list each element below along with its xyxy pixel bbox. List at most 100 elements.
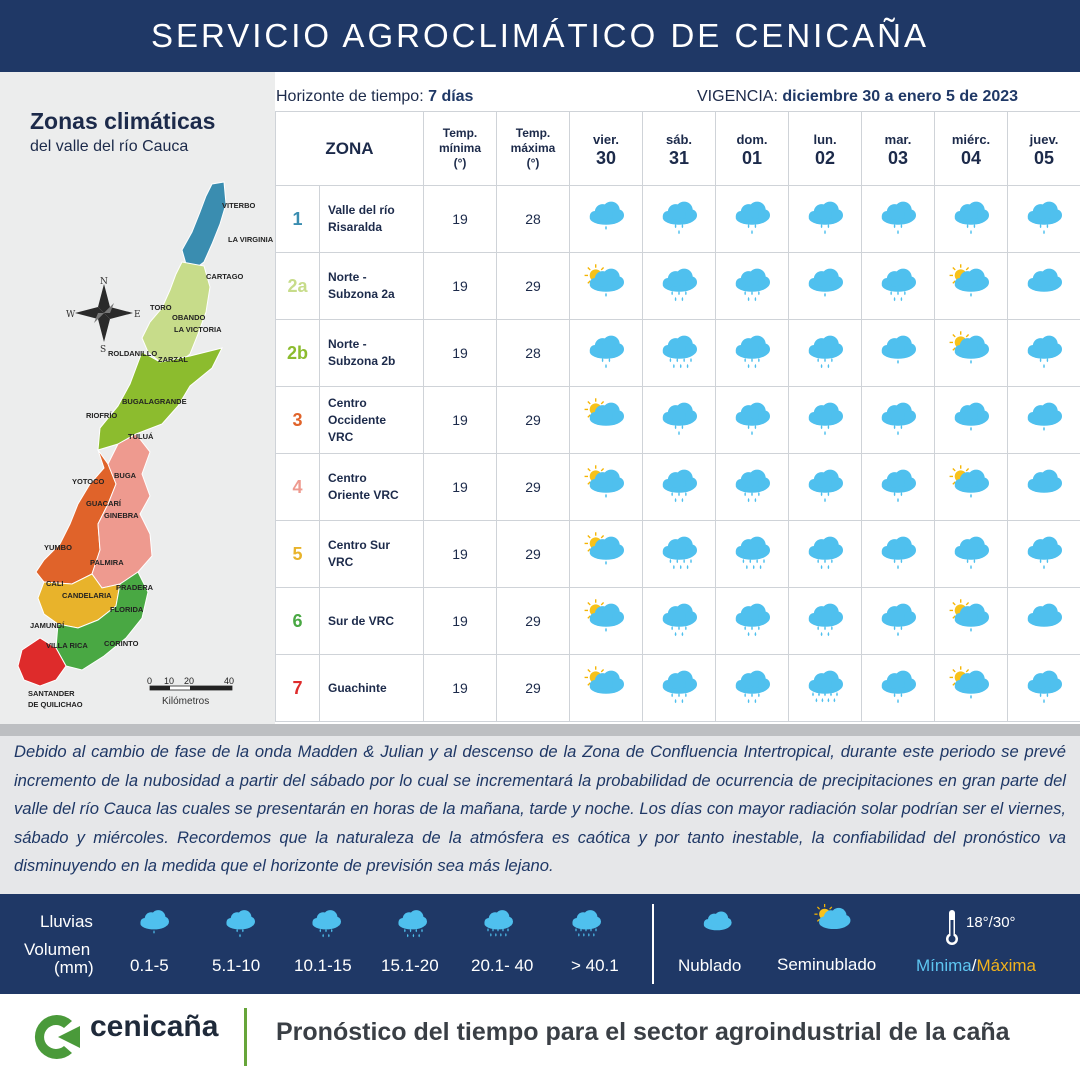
zone-name-line: Norte - [328, 337, 367, 351]
partly-cloudy-rain-icon [582, 531, 630, 577]
brand-name: cenicaña [90, 1010, 219, 1043]
rain-volume-icon [306, 906, 346, 945]
footer-divider [244, 1008, 247, 1066]
partly-cloudy-rain-icon [582, 665, 630, 711]
zone-number: 2b [275, 319, 320, 387]
partly-cloudy-rain-icon [947, 464, 995, 510]
forecast-cell [788, 319, 863, 387]
zone-tmax: 28 [496, 185, 571, 253]
rain-cloud-icon [874, 532, 922, 577]
zone-name: Guachinte [318, 654, 425, 722]
zone-name-line: VRC [328, 429, 354, 444]
legend-partly: Seminublado [777, 955, 877, 974]
forecast-cell [642, 587, 717, 655]
legend-rain-label: Lluvias [40, 912, 93, 931]
place-label: YUMBO [44, 543, 72, 552]
day-number: 02 [815, 147, 836, 168]
rain-cloud-icon [947, 398, 995, 443]
forecast-cell [642, 520, 717, 588]
rain-cloud-icon [582, 331, 630, 376]
scale-tick: 40 [224, 676, 234, 686]
forecast-cell [788, 587, 863, 655]
zone-name-line: Risaralda [328, 220, 383, 234]
forecast-cell [1007, 453, 1080, 521]
partly-cloudy-rain-icon [947, 598, 995, 644]
forecast-cell [1007, 386, 1080, 454]
rain-cloud-icon [582, 197, 630, 242]
zone-number: 3 [275, 386, 320, 454]
forecast-cell [788, 252, 863, 320]
page-header: SERVICIO AGROCLIMÁTICO DE CENICAÑA [0, 0, 1080, 72]
forecast-cell [569, 252, 644, 320]
legend-temp-example: 18°/30° [966, 914, 1016, 931]
horizon-line: Horizonte de tiempo: 7 días [276, 88, 473, 110]
tmin-header-line: mínima [439, 141, 482, 155]
day-number: 31 [669, 147, 690, 168]
tmax-header-line: máxima [510, 141, 556, 155]
rain-cloud-icon [874, 599, 922, 644]
forecast-cell [642, 319, 717, 387]
rain-cloud-icon [874, 197, 922, 242]
footer-title: Pronóstico del tiempo para el sector agr… [276, 1018, 1010, 1046]
zone-tmax: 29 [496, 654, 571, 722]
place-label: LA VICTORIA [174, 325, 222, 334]
place-label: ZARZAL [158, 355, 188, 364]
rain-volume-icon [566, 906, 606, 945]
zone-name-line: Valle del río [328, 203, 395, 217]
rain-cloud-icon [655, 197, 703, 242]
zone-tmax: 29 [496, 386, 571, 454]
table-row: 2b Norte - Subzona 2b 19 28 [275, 319, 1080, 387]
place-label: JAMUNDÍ [30, 621, 65, 630]
day-name: dom. [736, 131, 768, 147]
rain-cloud-icon [655, 599, 703, 644]
forecast-cell [642, 453, 717, 521]
day-name: lun. [813, 131, 837, 147]
rain-cloud-icon [801, 264, 849, 309]
table-row: 7 Guachinte 19 29 [275, 654, 1080, 722]
forecast-cell [1007, 185, 1080, 253]
forecast-cell [934, 185, 1009, 253]
compass-e: E [134, 310, 141, 320]
day-header: vier. 30 [569, 111, 644, 186]
partly-cloudy-rain-icon [582, 263, 630, 309]
zone-tmax: 28 [496, 319, 571, 387]
day-number: 04 [961, 147, 982, 168]
table-row: 6 Sur de VRC 19 29 [275, 587, 1080, 655]
zone-name-line: Guachinte [328, 680, 387, 695]
forecast-cell [715, 654, 790, 722]
forecast-cell [715, 520, 790, 588]
zone-name-line: Norte - [328, 270, 367, 284]
forecast-cell [861, 587, 936, 655]
place-label: VILLA RICA [46, 641, 88, 650]
zone-name: Valle del río Risaralda [318, 185, 425, 253]
tmax-header: Temp. máxima (°) [496, 111, 571, 186]
table-row: 4 Centro Oriente VRC 19 29 [275, 453, 1080, 521]
zone-name: Centro Sur VRC [318, 520, 425, 588]
place-label: CORINTO [104, 639, 139, 648]
rain-volume-range: 10.1-15 [294, 956, 352, 975]
place-label: CARTAGO [206, 272, 244, 281]
rain-volume-range: 0.1-5 [130, 956, 169, 975]
footer: cenicaña Pronóstico del tiempo para el s… [0, 994, 1080, 1080]
legend-min: Mínima [916, 956, 972, 975]
day-number: 01 [742, 147, 763, 168]
place-label: VITERBO [222, 201, 256, 210]
forecast-cell [861, 654, 936, 722]
day-number: 05 [1034, 147, 1055, 168]
zone-name-line: Oriente VRC [328, 488, 399, 502]
zone-name-line: Sur de VRC [328, 613, 395, 628]
zone-tmin: 19 [423, 520, 498, 588]
tmax-header-line: Temp. [515, 126, 551, 140]
forecast-cell [861, 185, 936, 253]
rain-cloud-icon [728, 532, 776, 577]
forecast-cell [569, 587, 644, 655]
partly-cloudy-rain-icon [582, 464, 630, 510]
cloudy-icon [697, 908, 737, 945]
forecast-cell [1007, 520, 1080, 588]
legend-cloudy: Nublado [678, 956, 742, 975]
rain-volume-icon [134, 906, 174, 945]
day-header: mar. 03 [861, 111, 936, 186]
place-label: PALMIRA [90, 558, 124, 567]
zone-tmin: 19 [423, 386, 498, 454]
forecast-cell [861, 453, 936, 521]
